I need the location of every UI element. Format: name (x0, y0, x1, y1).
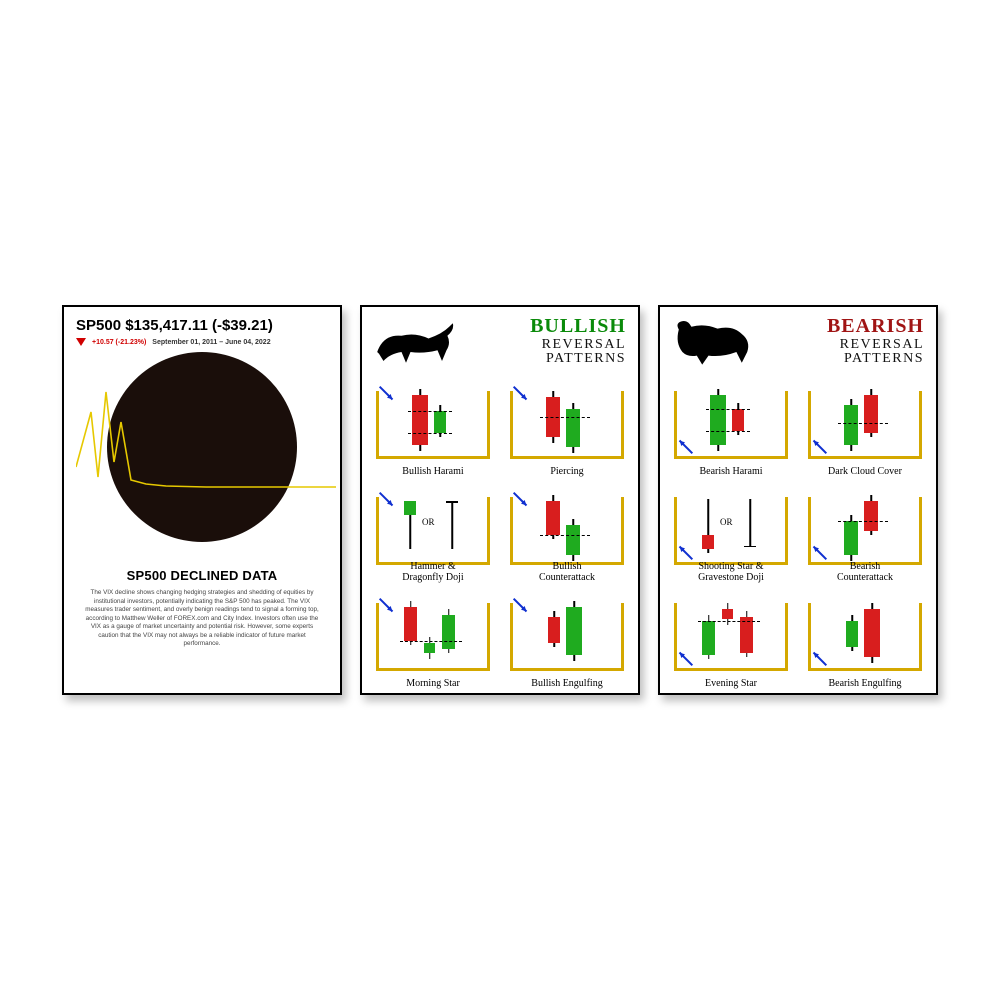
sp500-dates: September 01, 2011 – June 04, 2022 (152, 339, 270, 346)
pattern-label: BullishCounterattack (504, 562, 630, 583)
bearish-grid: Bearish Harami Dark Cloud Cover OR Shoot… (668, 377, 928, 689)
pattern-cell: BullishCounterattack (504, 483, 630, 583)
bearish-sub2: PATTERNS (827, 352, 924, 366)
bull-icon (370, 315, 460, 371)
bearish-title: BEARISH (827, 315, 924, 338)
bearish-sub1: REVERSAL (827, 338, 924, 352)
pattern-cell: Evening Star (668, 589, 794, 689)
sp500-title: SP500 $135,417.11 (-$39.21) (76, 317, 328, 334)
pattern-cell: Morning Star (370, 589, 496, 689)
pattern-cell: Piercing (504, 377, 630, 477)
pattern-label: Bearish Engulfing (802, 679, 928, 690)
poster-bullish: BULLISH REVERSAL PATTERNS Bullish Harami… (360, 305, 640, 695)
pattern-cell: Bearish Engulfing (802, 589, 928, 689)
poster-sp500: SP500 $135,417.11 (-$39.21) +10.57 (-21.… (62, 305, 342, 695)
sp500-line-icon (76, 352, 336, 552)
pattern-label: Shooting Star &Gravestone Doji (668, 562, 794, 583)
pattern-label: Piercing (504, 467, 630, 478)
sp500-chart (76, 352, 328, 552)
bullish-grid: Bullish Harami Piercing OR Hammer &Drago… (370, 377, 630, 689)
sp500-heading: SP500 DECLINED DATA (76, 568, 328, 583)
pattern-cell: Bearish Harami (668, 377, 794, 477)
poster-bearish: BEARISH REVERSAL PATTERNS Bearish Harami… (658, 305, 938, 695)
sp500-body: The VIX decline shows changing hedging s… (76, 589, 328, 649)
pattern-label: Dark Cloud Cover (802, 467, 928, 478)
pattern-cell: Bullish Harami (370, 377, 496, 477)
bullish-header: BULLISH REVERSAL PATTERNS (370, 315, 630, 373)
pattern-label: Hammer &Dragonfly Doji (370, 562, 496, 583)
bullish-title: BULLISH (530, 315, 626, 338)
bearish-header: BEARISH REVERSAL PATTERNS (668, 315, 928, 373)
pattern-label: Bearish Harami (668, 467, 794, 478)
bullish-sub1: REVERSAL (530, 338, 626, 352)
bear-icon (668, 315, 758, 371)
pattern-cell: BearishCounterattack (802, 483, 928, 583)
pattern-label: Bullish Harami (370, 467, 496, 478)
pattern-cell: Bullish Engulfing (504, 589, 630, 689)
pattern-cell: Dark Cloud Cover (802, 377, 928, 477)
pattern-label: Bullish Engulfing (504, 679, 630, 690)
sp500-change: +10.57 (-21.23%) (92, 339, 146, 346)
pattern-label: Morning Star (370, 679, 496, 690)
pattern-cell: OR Shooting Star &Gravestone Doji (668, 483, 794, 583)
bullish-sub2: PATTERNS (530, 352, 626, 366)
pattern-label: Evening Star (668, 679, 794, 690)
pattern-cell: OR Hammer &Dragonfly Doji (370, 483, 496, 583)
triangle-down-icon (76, 338, 86, 346)
sp500-subline: +10.57 (-21.23%) September 01, 2011 – Ju… (76, 338, 328, 346)
pattern-label: BearishCounterattack (802, 562, 928, 583)
